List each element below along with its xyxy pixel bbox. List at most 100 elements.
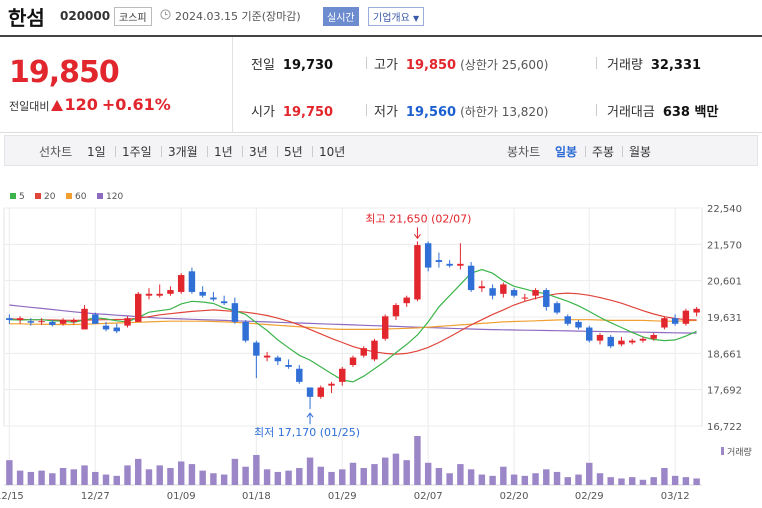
- candle: [489, 284, 496, 300]
- tab-3m[interactable]: 3개월: [168, 145, 198, 159]
- stock-name: 한섬: [8, 6, 45, 30]
- candle-body: [27, 321, 35, 323]
- change-label: 전일대비: [9, 100, 50, 113]
- candle-body: [500, 284, 507, 294]
- low-value: 19,560: [405, 105, 457, 120]
- volume-bar: [317, 466, 325, 485]
- trade-amount: 거래대금 638 백만: [607, 101, 718, 120]
- volume-bar: [381, 457, 389, 485]
- volume-bar: [414, 436, 421, 485]
- candle-body: [242, 321, 249, 341]
- candle-body: [220, 301, 228, 304]
- prev-close: 전일 19,730: [251, 54, 333, 73]
- candle: [27, 318, 35, 326]
- tab-weekly[interactable]: 주봉: [592, 145, 615, 159]
- volume-bar: [489, 475, 496, 485]
- volume-bar: [424, 462, 432, 485]
- candle-body: [360, 348, 367, 356]
- tab-1y[interactable]: 1년: [214, 145, 233, 159]
- tab-1w[interactable]: 1주일: [122, 145, 152, 159]
- tab-10y[interactable]: 10년: [319, 145, 346, 159]
- volume: 거래량 32,331: [607, 54, 701, 73]
- candle: [177, 273, 185, 294]
- candle-chart-label[interactable]: 봉차트: [507, 145, 541, 159]
- candle-body: [135, 293, 142, 322]
- high-price: 고가 19,850 (상한가 25,600): [374, 54, 548, 73]
- x-tick-label: 02/20: [500, 491, 529, 502]
- candle: [424, 241, 432, 272]
- tab-3y[interactable]: 3년: [249, 145, 268, 159]
- volume-bar: [263, 469, 271, 485]
- moving-averages: [9, 268, 697, 383]
- x-axis: 12/15 12/27 01/09 01/18 01/29 02/07 02/20 02/29…: [0, 491, 690, 502]
- ma5-line: [9, 268, 697, 383]
- candle-body: [328, 383, 335, 386]
- candle: [339, 366, 346, 386]
- candle: [167, 286, 174, 296]
- candle-body: [693, 308, 700, 313]
- volume-bar: [553, 471, 561, 485]
- volume-bar: [618, 478, 625, 485]
- candle-body: [274, 357, 282, 362]
- line-chart-label[interactable]: 선차트: [39, 145, 73, 159]
- volume-bar: [682, 477, 690, 485]
- candle: [618, 336, 625, 347]
- candle: [446, 260, 453, 268]
- candle-body: [671, 318, 679, 324]
- volume-bar: [113, 475, 120, 485]
- stock-code: 020000: [60, 9, 111, 23]
- candle-body: [628, 340, 636, 343]
- tab-5y[interactable]: 5년: [284, 145, 303, 159]
- volume-bar: [564, 477, 571, 485]
- volume-bar: [156, 465, 163, 485]
- volume-bar: [177, 461, 185, 485]
- volume-bar: [457, 464, 464, 485]
- legend-swatch: [97, 193, 103, 199]
- legend-swatch: [35, 193, 41, 199]
- tab-daily[interactable]: 일봉: [555, 145, 578, 159]
- max-price-label: 최고 21,650 (02/07): [365, 212, 471, 225]
- volume-bar: [671, 475, 679, 485]
- volume-bar: [38, 470, 45, 485]
- candle-body: [682, 310, 690, 324]
- candle-body: [596, 335, 604, 341]
- volume-bar: [403, 460, 410, 485]
- candlestick-chart[interactable]: 5 20 60 120 최고 21,650 (02/07) 최저 17,170 (01/…: [0, 186, 762, 508]
- volume-bar: [70, 469, 78, 485]
- candle-body: [317, 387, 325, 397]
- candle-body: [510, 290, 518, 296]
- realtime-button[interactable]: 실시간: [323, 7, 359, 26]
- y-tick-label: 18,661: [707, 349, 742, 360]
- candle: [532, 288, 539, 300]
- volume-bar: [521, 475, 529, 485]
- candle-body: [467, 265, 475, 291]
- candle: [156, 284, 163, 298]
- candle: [199, 286, 206, 298]
- candle-body: [285, 364, 292, 367]
- candle: [381, 314, 389, 341]
- candle: [6, 314, 13, 324]
- candle-body: [586, 327, 593, 341]
- candle: [274, 355, 282, 365]
- tab-monthly[interactable]: 월봉: [629, 145, 652, 159]
- candle-body: [424, 243, 432, 268]
- clock-icon: [160, 9, 171, 20]
- candle: [392, 303, 400, 321]
- volume-bar: [467, 469, 475, 485]
- volume-legend-swatch: [721, 447, 724, 455]
- candle-body: [231, 303, 239, 322]
- current-price-box: 19,850 전일대비 120 +0.61%: [0, 37, 233, 133]
- volume-bar: [328, 471, 335, 485]
- ma120-line: [9, 304, 697, 334]
- ma20-line: [9, 292, 697, 355]
- tab-1d[interactable]: 1일: [87, 145, 106, 159]
- x-tick-label: 01/18: [242, 491, 271, 502]
- candle: [231, 297, 239, 324]
- candle-body: [6, 318, 13, 321]
- candle: [220, 295, 228, 306]
- candle: [145, 288, 153, 300]
- candle: [467, 261, 475, 292]
- company-overview-button[interactable]: 기업개요 ▼: [368, 7, 425, 26]
- candle: [135, 291, 142, 322]
- candle-body: [564, 316, 571, 324]
